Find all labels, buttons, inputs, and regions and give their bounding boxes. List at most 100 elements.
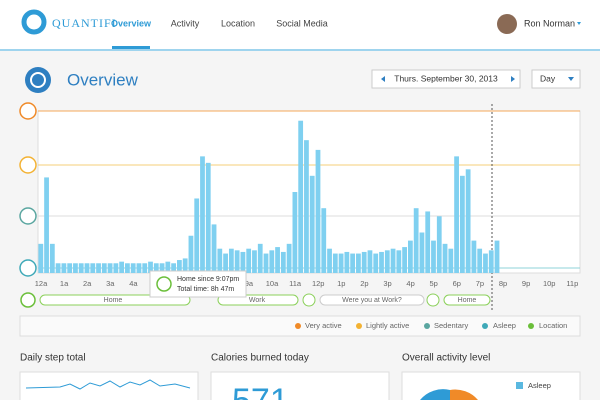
bar — [78, 263, 84, 273]
bar — [142, 263, 148, 273]
date-next[interactable] — [511, 76, 515, 82]
nav-underline — [112, 46, 150, 49]
nav-item[interactable]: Social Media — [276, 18, 328, 28]
bar — [171, 263, 176, 273]
logo — [21, 9, 47, 35]
legend-icon — [482, 323, 488, 329]
bar — [384, 250, 390, 273]
x-tick-label: 6p — [453, 279, 461, 288]
x-tick-label: 9p — [522, 279, 530, 288]
bar — [153, 263, 159, 273]
bar — [471, 240, 477, 273]
legend-icon — [424, 323, 430, 329]
avatar[interactable] — [497, 14, 517, 34]
bar — [367, 250, 373, 273]
place-more[interactable] — [426, 293, 440, 307]
bar — [44, 177, 49, 273]
overview-icon — [25, 67, 51, 93]
icon-lightly-active — [19, 156, 37, 174]
bar — [148, 261, 153, 273]
x-tick-label: 1p — [337, 279, 345, 288]
bar — [90, 263, 96, 273]
bar — [182, 258, 188, 273]
legend-icon — [356, 323, 362, 329]
step-sparkline — [25, 379, 191, 390]
bar — [292, 192, 298, 273]
x-tick-label: 3p — [383, 279, 391, 288]
x-tick-label: 1a — [60, 279, 69, 288]
bar — [465, 169, 471, 273]
activity-pie — [450, 389, 478, 400]
bar — [361, 251, 367, 273]
bar — [234, 250, 240, 273]
bar — [101, 263, 107, 273]
bar — [459, 175, 465, 273]
bar — [425, 211, 431, 273]
place-label: Work — [249, 297, 266, 304]
range-caret — [568, 77, 574, 81]
tooltip-icon — [156, 276, 172, 292]
nav-item[interactable]: Overview — [111, 18, 152, 28]
bar — [228, 248, 234, 273]
x-tick-label: 12p — [312, 279, 325, 288]
x-tick-label: 2p — [360, 279, 368, 288]
bar — [200, 156, 205, 273]
panel-title: Overall activity level — [402, 353, 490, 364]
x-tick-label: 11a — [289, 279, 302, 288]
panel — [210, 371, 390, 400]
bar — [240, 251, 246, 273]
bar — [350, 253, 356, 273]
place-more[interactable] — [302, 293, 316, 307]
bar — [390, 248, 396, 273]
x-tick-label: 9a — [245, 279, 254, 288]
bar — [73, 263, 78, 273]
pie-legend-label: Asleep — [528, 381, 551, 390]
bar — [304, 140, 309, 273]
x-tick-label: 7p — [476, 279, 484, 288]
panel — [19, 371, 199, 400]
bar — [125, 263, 130, 273]
bar — [286, 243, 292, 273]
bar — [315, 149, 321, 273]
range-select[interactable] — [531, 69, 581, 89]
bar — [211, 224, 217, 273]
place-segment[interactable] — [443, 294, 491, 306]
bar — [448, 248, 454, 273]
icon-location — [20, 292, 36, 308]
bar — [321, 208, 327, 273]
bar — [442, 243, 448, 273]
legend-icon — [295, 323, 301, 329]
date-picker[interactable] — [371, 69, 521, 89]
date-label: Thurs. September 30, 2013 — [394, 73, 498, 83]
bar — [61, 263, 67, 273]
user-name[interactable]: Ron Norman — [524, 18, 575, 28]
nav-item[interactable]: Activity — [171, 18, 200, 28]
user-caret[interactable] — [577, 22, 581, 25]
bar — [379, 251, 384, 273]
place-unknown[interactable] — [319, 294, 425, 306]
range-label: Day — [540, 73, 556, 83]
bar — [252, 250, 257, 273]
panel-title: Daily step total — [20, 353, 86, 364]
bar — [327, 248, 332, 273]
x-tick-label: 3a — [106, 279, 115, 288]
bar — [338, 253, 344, 273]
place-label: Were you at Work? — [342, 297, 402, 304]
icon-very-active — [19, 102, 37, 120]
bar — [38, 243, 44, 273]
nav-item[interactable]: Location — [221, 18, 255, 28]
panel-title: Calories burned today — [211, 353, 309, 364]
x-tick-label: 10a — [266, 279, 279, 288]
bar — [373, 253, 379, 273]
bar — [488, 250, 494, 273]
legend-label: Location — [539, 321, 567, 330]
bar — [408, 240, 413, 273]
x-tick-label: 4p — [406, 279, 414, 288]
date-prev[interactable] — [381, 76, 385, 82]
icon-asleep — [19, 259, 37, 277]
bar — [159, 263, 165, 273]
bar — [356, 253, 361, 273]
bar — [419, 232, 425, 273]
header-line — [0, 49, 600, 51]
